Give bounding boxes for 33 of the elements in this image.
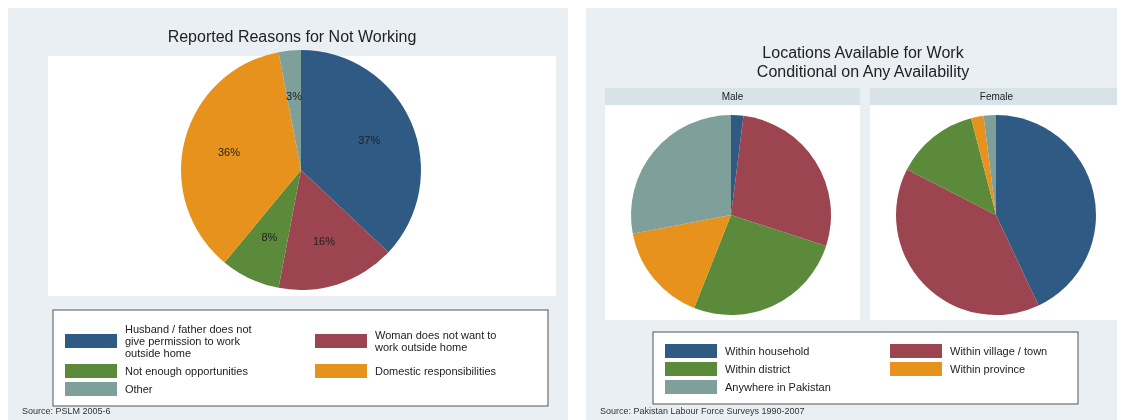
legend-label: Within household bbox=[725, 345, 810, 357]
pie-slice bbox=[224, 170, 301, 288]
legend-label: Domestic responsibilities bbox=[375, 365, 497, 377]
pie-slice bbox=[301, 50, 421, 253]
legend-label: Other bbox=[125, 383, 153, 395]
pie-slice bbox=[631, 115, 731, 234]
pie-slice bbox=[694, 215, 827, 315]
source-note: Source: Pakistan Labour Force Surveys 1990-2007 bbox=[600, 406, 805, 416]
chart-subtitle: Female bbox=[979, 91, 1014, 102]
legend-label: Woman does not want to work outside home bbox=[374, 329, 497, 353]
pie-slice bbox=[996, 115, 1096, 306]
pie-slice bbox=[731, 115, 831, 246]
legend-label: Not enough opportunities bbox=[125, 365, 249, 377]
chart-title: Reported Reasons for Not Working bbox=[167, 28, 417, 45]
pie-slice bbox=[278, 170, 389, 290]
data-label: 8% bbox=[261, 231, 278, 244]
legend-label: Husband / father does not give permission to work outside home bbox=[125, 323, 252, 359]
source-note: Source: PSLM 2005-6 bbox=[22, 406, 111, 416]
text: Locations Available for Work Conditional on Any Availability bbox=[756, 44, 970, 80]
data-label: 36% bbox=[217, 145, 241, 158]
pie-slice bbox=[906, 118, 996, 215]
legend-label: Within district bbox=[725, 363, 791, 375]
pie-slice bbox=[278, 50, 301, 170]
pie-slice bbox=[896, 169, 1039, 315]
data-label: 16% bbox=[312, 234, 336, 247]
pie-slice bbox=[971, 115, 996, 215]
legend-label: Within province bbox=[950, 363, 1026, 375]
data-label: 37% bbox=[358, 134, 381, 147]
legend-label: Within village / town bbox=[950, 345, 1048, 357]
pie-slice bbox=[181, 52, 301, 263]
pie-slice bbox=[632, 215, 731, 308]
chart-subtitle: Male bbox=[721, 91, 744, 102]
legend-label: Anywhere in Pakistan bbox=[725, 381, 831, 393]
